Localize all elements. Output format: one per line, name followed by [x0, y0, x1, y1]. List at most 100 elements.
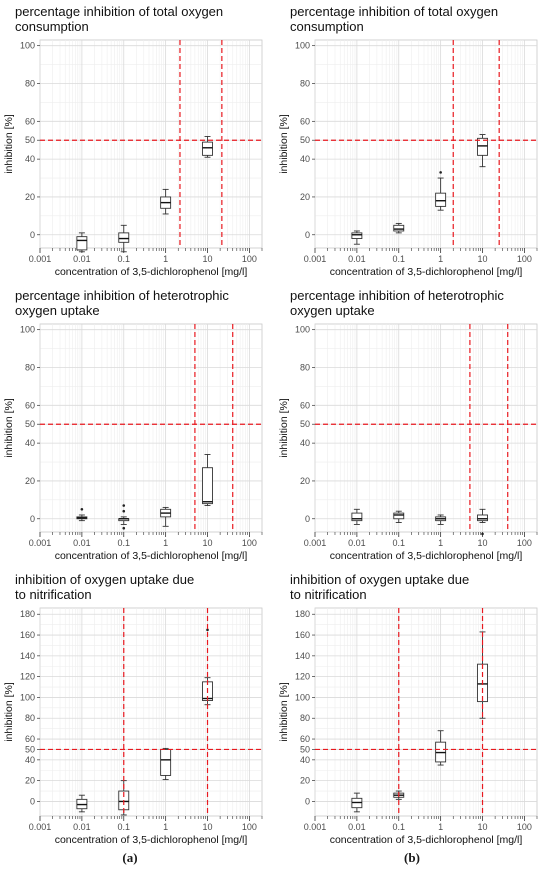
- chart-panel-3: percentage inhibition of heterotrophicox…: [3, 288, 263, 562]
- x-tick-label: 0.1: [392, 538, 405, 548]
- plot-area: [314, 323, 538, 533]
- x-tick-label: 10: [203, 538, 213, 548]
- x-axis-title: concentration of 3,5-dichlorophenol [mg/…: [55, 834, 248, 846]
- x-tick-label: 100: [517, 254, 532, 264]
- x-tick-label: 100: [242, 538, 257, 548]
- y-axis-title: inhibition [%]: [3, 398, 15, 458]
- y-tick-label: 20: [300, 192, 310, 202]
- chart-title-line: inhibition of oxygen uptake due: [15, 572, 194, 587]
- box-plot-1: [435, 730, 447, 766]
- x-tick-label: 0.001: [29, 254, 52, 264]
- box-iqr: [160, 748, 172, 776]
- x-tick-label: 100: [517, 538, 532, 548]
- box-plot-0.01: [76, 794, 88, 813]
- y-axis-title: inhibition [%]: [3, 682, 15, 742]
- plot-area: [39, 607, 263, 817]
- box-plot-1: [160, 747, 172, 781]
- y-axis-title: inhibition [%]: [278, 114, 290, 174]
- y-tick-label: 50: [300, 419, 310, 429]
- y-tick-label: 60: [300, 734, 310, 744]
- box-plot-10: [477, 508, 488, 536]
- y-tick-label: 50: [300, 135, 310, 145]
- x-tick-label: 0.001: [304, 254, 327, 264]
- y-tick-label: 60: [25, 400, 35, 410]
- plot-area: [314, 39, 538, 249]
- x-tick-label: 100: [242, 254, 257, 264]
- x-tick-label: 10: [478, 822, 488, 832]
- y-tick-label: 160: [20, 630, 35, 640]
- chart-title-line: to nitrification: [15, 587, 92, 602]
- y-tick-label: 0: [30, 230, 35, 240]
- plot-area: [39, 323, 263, 533]
- y-tick-label: 40: [25, 755, 35, 765]
- box-plot-1: [435, 514, 447, 525]
- x-tick-label: 0.01: [348, 822, 366, 832]
- outlier-point: [481, 532, 484, 536]
- y-tick-label: 80: [25, 713, 35, 723]
- box-plot-1: [435, 171, 447, 211]
- x-tick-label: 1: [163, 254, 168, 264]
- chart-title-line: to nitrification: [290, 587, 367, 602]
- box-iqr: [393, 224, 405, 232]
- y-tick-label: 120: [295, 672, 310, 682]
- x-tick-label: 0.1: [117, 822, 130, 832]
- x-tick-label: 10: [478, 254, 488, 264]
- y-axis-title: inhibition [%]: [3, 114, 15, 174]
- y-tick-label: 20: [300, 476, 310, 486]
- box-plot-0.1: [118, 504, 130, 530]
- chart-title-line: inhibition of oxygen uptake due: [290, 572, 469, 587]
- box-iqr: [76, 236, 88, 251]
- y-tick-label: 80: [25, 78, 35, 88]
- chart-title-line: percentage inhibition of total oxygen: [290, 4, 498, 19]
- x-tick-label: 0.1: [392, 254, 405, 264]
- chart-title-line: oxygen uptake: [15, 303, 100, 318]
- y-tick-label: 60: [300, 400, 310, 410]
- y-tick-label: 140: [20, 651, 35, 661]
- box-iqr: [351, 232, 363, 239]
- x-tick-label: 1: [438, 538, 443, 548]
- x-tick-label: 100: [517, 822, 532, 832]
- y-tick-label: 180: [20, 609, 35, 619]
- y-tick-label: 40: [300, 755, 310, 765]
- box-plot-0.1: [393, 222, 405, 234]
- x-tick-label: 1: [438, 822, 443, 832]
- x-axis-title: concentration of 3,5-dichlorophenol [mg/…: [330, 266, 523, 278]
- x-tick-label: 10: [203, 822, 213, 832]
- y-tick-label: 80: [300, 362, 310, 372]
- x-tick-label: 0.01: [73, 254, 91, 264]
- x-tick-label: 0.1: [117, 254, 130, 264]
- y-tick-label: 40: [25, 438, 35, 448]
- outlier-point: [439, 171, 442, 174]
- y-tick-label: 20: [25, 476, 35, 486]
- y-tick-label: 140: [295, 651, 310, 661]
- x-tick-label: 0.001: [29, 538, 52, 548]
- y-tick-label: 50: [300, 744, 310, 754]
- chart-title-line: percentage inhibition of heterotrophic: [290, 288, 504, 303]
- x-tick-label: 1: [163, 538, 168, 548]
- x-tick-label: 0.001: [304, 822, 327, 832]
- y-tick-label: 100: [295, 692, 310, 702]
- box-plot-1: [160, 506, 172, 527]
- x-tick-label: 1: [438, 254, 443, 264]
- chart-panel-4: percentage inhibition of heterotrophicox…: [278, 288, 538, 562]
- y-tick-label: 0: [30, 514, 35, 524]
- box-plot-0.1: [393, 510, 405, 523]
- x-tick-label: 0.01: [73, 538, 91, 548]
- y-tick-label: 0: [305, 796, 310, 806]
- box-iqr: [202, 141, 213, 156]
- box-plot-0.01: [351, 792, 363, 813]
- box-iqr: [202, 467, 213, 505]
- box-plot-10: [202, 454, 213, 506]
- box-iqr: [118, 232, 130, 243]
- x-tick-label: 0.01: [348, 538, 366, 548]
- y-tick-label: 50: [25, 135, 35, 145]
- x-axis-title: concentration of 3,5-dichlorophenol [mg/…: [330, 550, 523, 562]
- y-tick-label: 100: [20, 41, 35, 51]
- x-tick-label: 100: [242, 822, 257, 832]
- box-iqr: [351, 512, 363, 522]
- box-iqr: [393, 512, 405, 520]
- x-tick-label: 0.01: [73, 822, 91, 832]
- x-tick-label: 0.1: [117, 538, 130, 548]
- box-iqr: [477, 137, 488, 156]
- y-tick-label: 0: [30, 796, 35, 806]
